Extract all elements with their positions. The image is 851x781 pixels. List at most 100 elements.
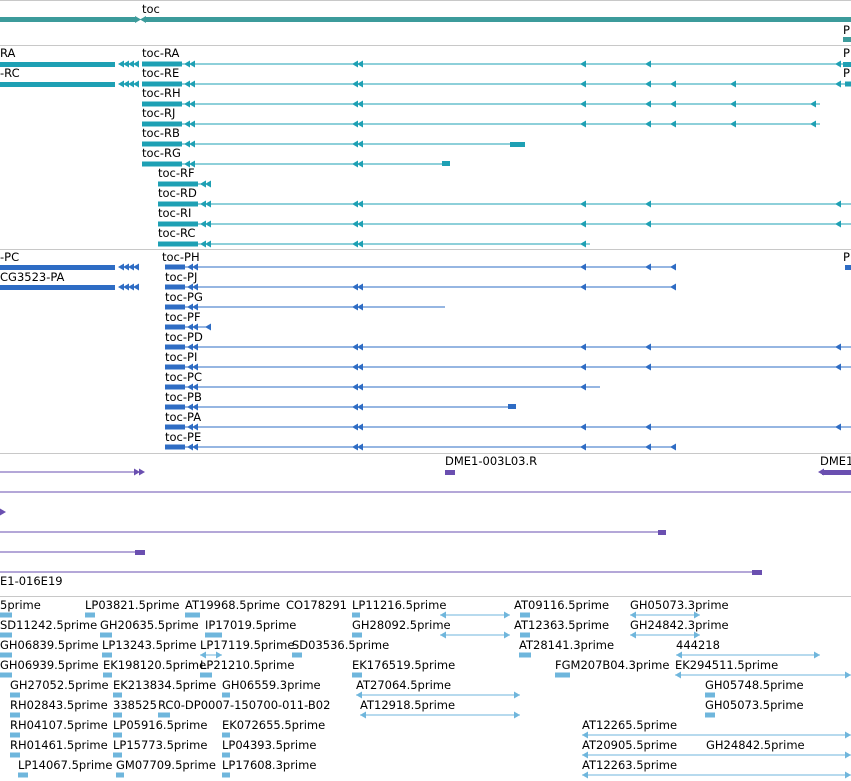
protein-label[interactable]: toc-PE <box>165 430 202 444</box>
est-label[interactable]: GH28092.5prime <box>352 618 451 632</box>
transcript-label[interactable]: toc-RC <box>158 226 196 240</box>
strand-arrow-left <box>200 240 206 248</box>
strand-arrow-left <box>580 443 586 451</box>
clone-block <box>822 470 851 475</box>
est-label[interactable]: LP13243.5prime <box>102 638 197 652</box>
est-label[interactable]: AT12918.5prime <box>360 698 456 712</box>
strand-arrow-left <box>580 220 586 228</box>
est-block <box>113 752 122 758</box>
est-label[interactable]: AT20905.5prime <box>582 738 678 752</box>
gene-bar <box>843 37 851 42</box>
est-label[interactable]: GH05073.3prime <box>630 598 729 612</box>
est-label[interactable]: GH06559.3prime <box>222 678 321 692</box>
est-label[interactable]: LP05916.5prime <box>113 718 208 732</box>
transcript-label[interactable]: toc-RH <box>142 86 181 100</box>
transcript-label[interactable]: toc-RA <box>142 46 180 60</box>
protein-label[interactable]: toc-PI <box>165 350 198 364</box>
transcript-label[interactable]: RA <box>0 46 16 60</box>
est-label[interactable]: EK176519.5prime <box>352 658 456 672</box>
protein-label[interactable]: toc-PH <box>162 250 200 264</box>
strand-arrow-left <box>645 263 651 271</box>
protein-label[interactable]: toc-PA <box>165 410 202 424</box>
est-label[interactable]: LP17119.5prime <box>200 638 295 652</box>
est-label[interactable]: RC0-DP0007-150700-011-B02 <box>158 698 331 712</box>
strand-arrow-left <box>630 631 636 639</box>
est-label[interactable]: LP11216.5prime <box>352 598 447 612</box>
strand-arrow-left <box>184 120 190 128</box>
est-label[interactable]: LP04393.5prime <box>222 738 317 752</box>
clone-label[interactable]: E1-016E19 <box>0 574 63 588</box>
est-label[interactable]: GH27052.5prime <box>10 678 109 692</box>
exon-block <box>142 121 182 127</box>
transcript-label-right[interactable]: P <box>843 46 850 60</box>
transcript-label-right[interactable]: P <box>843 66 850 80</box>
protein-label[interactable]: toc-PC <box>165 370 202 384</box>
protein-label[interactable]: toc-PD <box>165 330 203 344</box>
est-label[interactable]: 338525 <box>113 698 157 712</box>
est-label[interactable]: AT28141.3prime <box>519 638 615 652</box>
est-block <box>185 612 200 618</box>
est-label[interactable]: AT09116.5prime <box>514 598 610 612</box>
strand-arrow-left <box>670 100 676 108</box>
est-label[interactable]: AT27064.5prime <box>356 678 452 692</box>
strand-arrow-left <box>128 283 134 291</box>
est-label[interactable]: EK213834.5prime <box>113 678 217 692</box>
protein-label[interactable]: toc-PG <box>165 290 203 304</box>
est-label[interactable]: GH24842.3prime <box>630 618 729 632</box>
est-label[interactable]: GH20635.5prime <box>100 618 199 632</box>
gene-label[interactable]: toc <box>142 2 160 16</box>
est-label[interactable]: GH06939.5prime <box>0 658 99 672</box>
est-label[interactable]: SD11242.5prime <box>0 618 98 632</box>
est-label[interactable]: AT12363.5prime <box>514 618 610 632</box>
protein-label[interactable]: toc-PB <box>165 390 202 404</box>
est-label[interactable]: RH01461.5prime <box>10 738 108 752</box>
est-label[interactable]: LP17608.3prime <box>222 758 317 772</box>
transcript-label[interactable]: toc-RF <box>158 166 195 180</box>
est-label[interactable]: GM07709.5prime <box>116 758 216 772</box>
protein-label[interactable]: toc-PJ <box>165 270 198 284</box>
strand-arrow-left <box>357 383 363 391</box>
transcript-label[interactable]: toc-RG <box>142 146 181 160</box>
transcript-label[interactable]: -RC <box>0 66 20 80</box>
est-label[interactable]: 444218 <box>676 638 720 652</box>
protein-label-right[interactable]: P <box>843 250 850 264</box>
est-label[interactable]: IP17019.5prime <box>205 618 297 632</box>
est-label[interactable]: LP15773.5prime <box>113 738 208 752</box>
transcript-label[interactable]: toc-RI <box>158 206 192 220</box>
clone-label[interactable]: DME1-003L03.R <box>445 454 538 468</box>
est-label[interactable]: RH04107.5prime <box>10 718 108 732</box>
protein-label[interactable]: toc-PF <box>165 310 201 324</box>
est-label[interactable]: LP03821.5prime <box>85 598 180 612</box>
est-label[interactable]: GH05748.5prime <box>705 678 804 692</box>
est-label[interactable]: AT19968.5prime <box>185 598 281 612</box>
est-label[interactable]: RH02843.5prime <box>10 698 108 712</box>
transcript-label[interactable]: toc-RD <box>158 186 197 200</box>
strand-arrow-left <box>352 283 358 291</box>
transcript-label[interactable]: toc-RB <box>142 126 180 140</box>
protein-label[interactable]: -PC <box>0 250 20 264</box>
strand-arrow-left <box>184 140 190 148</box>
est-label[interactable]: LP21210.5prime <box>200 658 295 672</box>
est-label[interactable]: AT12265.5prime <box>582 718 678 732</box>
est-block <box>0 652 12 658</box>
strand-arrow-left <box>118 263 124 271</box>
transcript-label[interactable]: toc-RJ <box>142 106 176 120</box>
strand-arrow-left <box>352 80 358 88</box>
protein-label[interactable]: CG3523-PA <box>0 270 65 284</box>
est-label[interactable]: CO178291 <box>286 598 347 612</box>
est-label[interactable]: GH24842.5prime <box>706 738 805 752</box>
est-label[interactable]: GH05073.5prime <box>705 698 804 712</box>
est-label[interactable]: SD03536.5prime <box>292 638 390 652</box>
est-label[interactable]: EK294511.5prime <box>675 658 779 672</box>
cds-block <box>165 284 185 290</box>
est-label[interactable]: 5prime <box>0 598 41 612</box>
transcript-label[interactable]: toc-RE <box>142 66 180 80</box>
clone-label[interactable]: DME1 <box>820 454 851 468</box>
est-label[interactable]: EK198120.5prime <box>103 658 207 672</box>
est-label[interactable]: LP14067.5prime <box>18 758 113 772</box>
est-label[interactable]: FGM207B04.3prime <box>555 658 670 672</box>
gene-label-right[interactable]: P <box>843 23 850 37</box>
est-label[interactable]: AT12263.5prime <box>582 758 678 772</box>
est-label[interactable]: GH06839.5prime <box>0 638 99 652</box>
est-label[interactable]: EK072655.5prime <box>222 718 326 732</box>
